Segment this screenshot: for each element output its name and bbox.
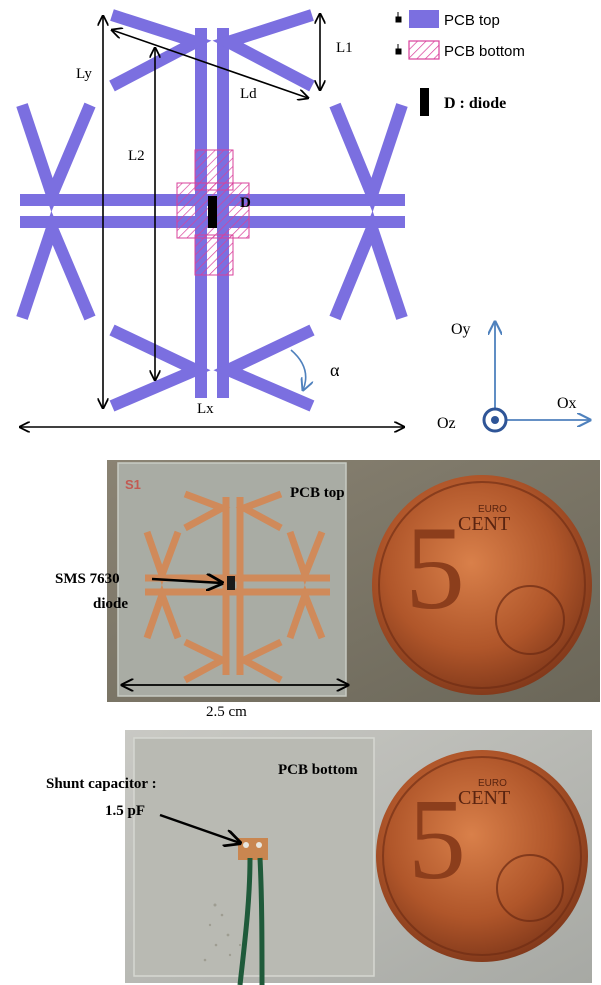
coin-euro-text: EURO [478,504,507,515]
bottom-left-branch [109,324,211,412]
photo-bottom-wire-1 [237,857,253,985]
photo-bottom-cap-label-line1: Shunt capacitor : [46,776,157,792]
right-lower-branch [329,210,408,321]
photo-top-diode [227,576,235,590]
legend-top-label: PCB top [444,12,500,29]
photo-top-label: PCB top [290,485,345,501]
photo-top-diode-label-line1: SMS 7630 [55,571,120,587]
l2-label: L2 [128,148,145,164]
coin-body [372,475,592,695]
legend: PCB top PCB bottom D : diode [395,10,525,116]
legend-pcb-bottom: PCB bottom [395,40,525,60]
photo-bottom-cap-arrow [159,813,240,843]
lx-label: Lx [197,401,214,417]
right-upper-branch [329,102,408,213]
lock-icon [395,44,402,55]
ld-dimension-line [112,30,308,98]
photo-bottom-cap-label-line2: 1.5 pF [105,803,145,819]
oz-label: Oz [437,415,456,432]
diode-d-label: D [240,195,251,211]
oz-axis-dot [491,416,499,424]
photo-bottom-coin: 5 EURO CENT [376,750,588,962]
legend-bottom-swatch [408,40,440,60]
photo-top-coin: 5 EURO CENT [372,475,592,695]
photo-bottom-specks [203,903,242,962]
coin-value: 5 [405,501,465,634]
photo-bottom-copper-pad [238,838,268,860]
legend-diode-swatch [420,88,429,116]
ld-label: Ld [240,86,257,102]
coin-euro-text: EURO [478,778,507,789]
l1-label: L1 [336,40,353,56]
top-left-branch [109,9,212,92]
antenna-schematic: D Ly L2 L1 Ld Lx α [16,9,408,427]
lock-icon [395,12,402,23]
coin-cent-text: CENT [458,787,510,809]
alpha-arc [290,349,306,390]
legend-diode-label: D : diode [444,95,506,112]
photo-top-copper-antenna [143,490,330,684]
legend-bottom-label: PCB bottom [444,43,525,60]
legend-diode: D : diode [420,88,506,116]
ly-label: Ly [76,66,92,82]
coordinate-axes: Oy Ox Oz [437,321,590,433]
left-upper-branch [16,102,96,212]
bottom-right-branch [213,324,315,412]
photo-pcb-bottom: 5 EURO CENT PCB bottom Shunt capacitor :… [46,730,592,985]
alpha-label: α [330,360,340,380]
bottom-patch-bottom [194,234,234,276]
photo-top-diode-label-line2: diode [93,596,128,612]
legend-top-swatch [409,10,439,28]
coin-body [376,750,588,962]
pcb-bottom-patches [176,149,250,276]
oy-label: Oy [451,321,471,338]
diode-marker [208,196,217,228]
photo-bottom-label: PCB bottom [278,762,358,778]
photo-top-diode-arrow [151,579,222,583]
left-lower-branch [16,211,96,321]
photo-bottom-wire-2 [257,857,265,985]
coin-value: 5 [408,776,466,904]
legend-pcb-top: PCB top [395,10,500,29]
coin-cent-text: CENT [458,513,510,535]
photo-pcb-top: S1 5 EURO CENT PCB top SMS 76 [55,460,600,720]
photo-top-scale-label: 2.5 cm [206,704,247,720]
photo-top-board-id: S1 [125,477,141,492]
ox-label: Ox [557,395,577,412]
